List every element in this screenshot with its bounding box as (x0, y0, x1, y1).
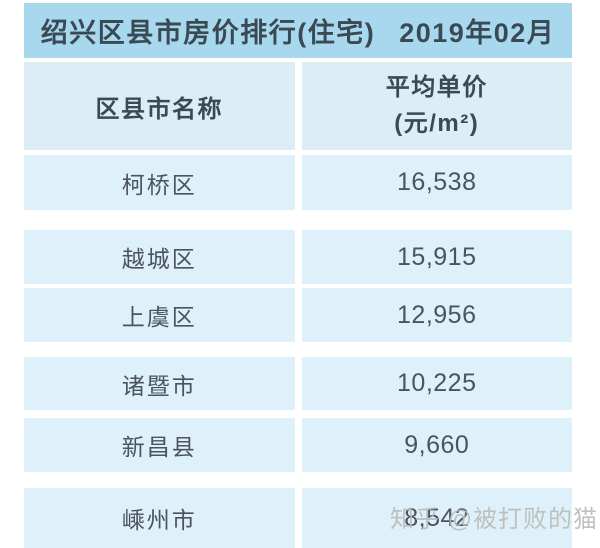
report-date: 2019年02月 (399, 18, 556, 48)
column-header-district: 区县市名称 (24, 62, 295, 150)
column-header-price: 平均单价 (元/m²) (301, 62, 572, 150)
price-cell: 15,915 (301, 230, 572, 284)
report-table: 绍兴区县市房价排行(住宅) 2019年02月 区县市名称 平均单价 (元/m²)… (24, 3, 572, 548)
district-name-cell: 越城区 (24, 230, 295, 284)
price-cell: 12,956 (301, 288, 572, 342)
column-header-price-line2: (元/m²) (394, 110, 480, 137)
price-cell: 9,660 (301, 418, 572, 472)
table-header-row: 区县市名称 平均单价 (元/m²) (24, 62, 572, 150)
price-cell: 8,542 (301, 488, 572, 548)
district-name-cell: 新昌县 (24, 418, 295, 472)
page-title: 绍兴区县市房价排行(住宅) (40, 18, 376, 48)
district-name-cell: 诸暨市 (24, 357, 295, 410)
district-name-cell: 柯桥区 (24, 155, 295, 210)
table-row: 嵊州市 8,542 (24, 488, 572, 548)
table-row: 越城区 15,915 (24, 230, 572, 284)
title-bar: 绍兴区县市房价排行(住宅) 2019年02月 (24, 3, 572, 58)
district-name-cell: 嵊州市 (24, 488, 295, 548)
price-cell: 10,225 (301, 357, 572, 410)
table-row: 诸暨市 10,225 (24, 357, 572, 410)
price-cell: 16,538 (301, 155, 572, 210)
district-name-cell: 上虞区 (24, 288, 295, 342)
table-row: 新昌县 9,660 (24, 418, 572, 472)
column-header-price-line1: 平均单价 (385, 74, 488, 101)
table-row: 上虞区 12,956 (24, 288, 572, 342)
table-row: 柯桥区 16,538 (24, 155, 572, 210)
